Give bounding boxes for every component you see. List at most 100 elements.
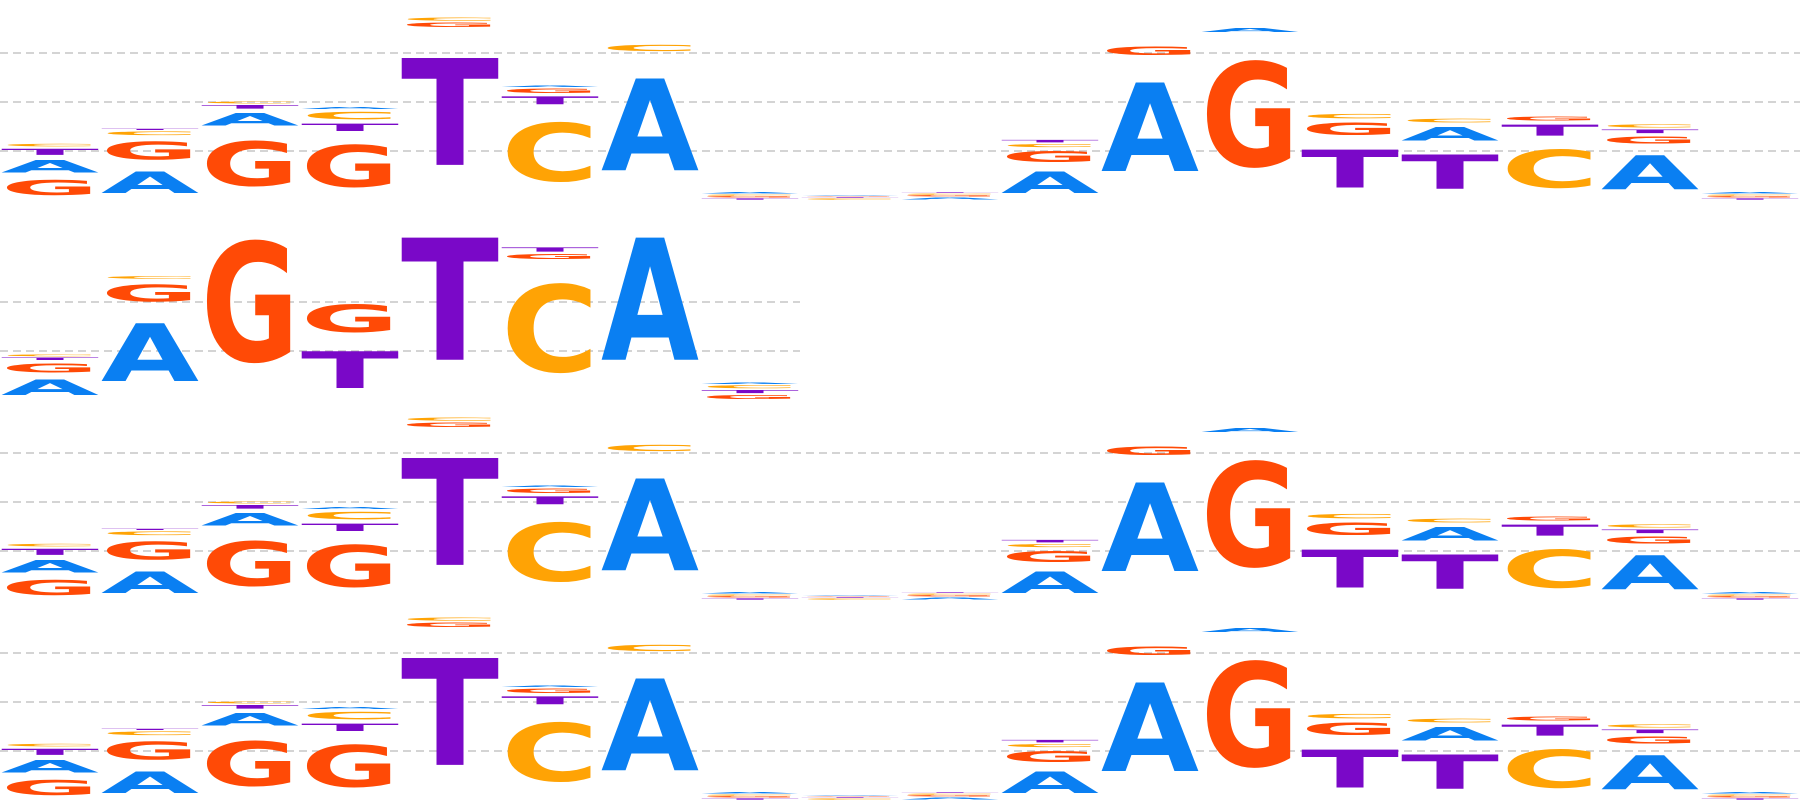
letter-G: G	[1601, 134, 1699, 146]
letter-C: C	[1601, 524, 1699, 529]
letter-C: C	[901, 793, 999, 795]
letter-T: T	[1301, 140, 1399, 200]
letter-G: G	[301, 734, 399, 800]
letter-A: A	[901, 197, 999, 200]
letter-T: T	[801, 597, 899, 598]
letter-C: C	[501, 107, 599, 200]
letter-A: A	[201, 510, 299, 529]
letter-C: C	[1701, 794, 1799, 796]
letter-G: G	[1501, 116, 1599, 122]
letter-T: T	[401, 29, 499, 200]
letter-T: T	[801, 197, 899, 198]
letter-G: G	[1701, 196, 1799, 198]
letter-A: A	[701, 792, 799, 794]
letter-G: G	[1001, 148, 1099, 166]
letter-G: G	[701, 394, 799, 400]
letter-G: G	[1501, 516, 1599, 522]
letter-G: G	[101, 737, 199, 766]
letter-A: A	[1401, 524, 1499, 545]
letter-A: A	[601, 653, 699, 799]
letter-T: T	[501, 694, 599, 707]
letter-T: T	[1401, 746, 1499, 800]
letter-C: C	[1601, 124, 1699, 129]
letter-G: G	[301, 534, 399, 600]
letter-G: G	[1601, 534, 1699, 546]
letter-C: C	[801, 798, 899, 800]
letter-C: C	[1001, 143, 1099, 148]
letter-G: G	[1, 777, 99, 800]
letter-G: G	[501, 253, 599, 261]
letter-A: A	[301, 107, 399, 110]
letter-G: G	[801, 596, 899, 597]
letter-A: A	[101, 166, 199, 200]
letter-G: G	[101, 537, 199, 566]
letter-T: T	[501, 246, 599, 253]
letter-G: G	[1201, 634, 1299, 800]
letter-C: C	[301, 710, 399, 722]
letter-G: G	[1101, 44, 1199, 58]
letter-C: C	[1301, 513, 1399, 520]
letter-T: T	[1601, 528, 1699, 534]
letter-T: T	[1601, 728, 1699, 734]
letter-C: C	[401, 417, 499, 422]
letter-C: C	[501, 261, 599, 399]
letter-C: C	[1401, 118, 1499, 124]
letter-C: C	[301, 110, 399, 122]
letter-C: C	[701, 594, 799, 596]
letter-C: C	[1501, 139, 1599, 199]
letter-A: A	[1701, 192, 1799, 194]
letter-G: G	[101, 137, 199, 166]
letter-G: G	[1601, 734, 1699, 746]
letter-C: C	[1701, 194, 1799, 196]
letter-A: A	[701, 192, 799, 194]
letter-T: T	[1501, 122, 1599, 140]
letter-C: C	[1001, 543, 1099, 548]
letter-C: C	[601, 443, 699, 453]
letter-T: T	[901, 792, 999, 793]
letter-G: G	[501, 87, 599, 94]
letter-G: G	[1701, 796, 1799, 798]
letter-A: A	[1, 557, 99, 576]
letter-T: T	[101, 128, 199, 130]
letter-G: G	[801, 796, 899, 797]
letter-A: A	[301, 707, 399, 710]
letter-G: G	[501, 687, 599, 694]
letter-C: C	[701, 384, 799, 389]
letter-G: G	[501, 487, 599, 494]
letter-T: T	[301, 342, 399, 400]
letter-C: C	[1501, 739, 1599, 799]
letter-G: G	[1001, 548, 1099, 566]
letter-C: C	[1, 743, 99, 747]
letter-A: A	[601, 205, 699, 400]
letter-T: T	[1501, 522, 1599, 540]
letter-C: C	[1601, 724, 1699, 729]
letter-T: T	[401, 429, 499, 600]
letter-G: G	[1001, 748, 1099, 766]
letter-A: A	[1, 376, 99, 400]
letter-A: A	[1201, 428, 1299, 434]
letter-G: G	[201, 530, 299, 600]
letter-A: A	[1101, 59, 1199, 200]
letter-C: C	[1301, 713, 1399, 720]
letter-T: T	[301, 722, 399, 734]
letter-G: G	[1, 361, 99, 376]
letter-C: C	[1501, 539, 1599, 599]
letter-A: A	[1601, 147, 1699, 200]
letter-C: C	[1301, 113, 1399, 120]
letter-T: T	[101, 528, 199, 530]
letter-T: T	[701, 798, 799, 800]
letter-T: T	[701, 389, 799, 394]
letter-A: A	[1701, 792, 1799, 794]
letter-A: A	[1001, 166, 1099, 200]
letter-C: C	[701, 194, 799, 196]
letter-T: T	[1301, 740, 1399, 800]
letter-C: C	[901, 193, 999, 195]
letter-T: T	[901, 192, 999, 193]
letter-T: T	[701, 598, 799, 600]
letter-T: T	[701, 198, 799, 200]
letter-G: G	[201, 730, 299, 800]
letter-T: T	[1001, 739, 1099, 743]
